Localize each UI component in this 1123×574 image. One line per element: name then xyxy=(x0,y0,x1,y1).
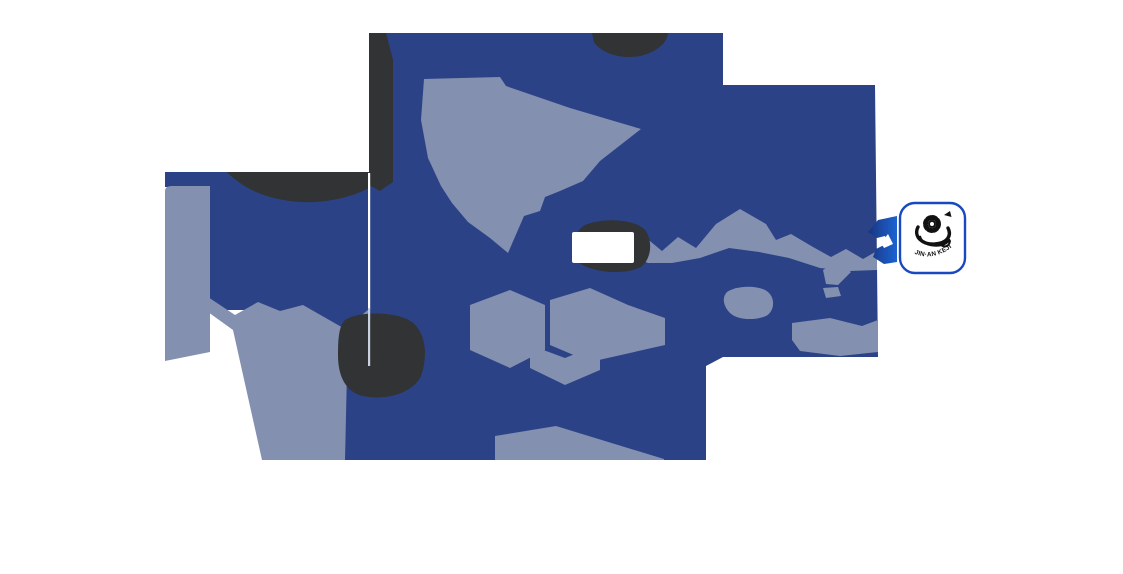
gear-swirl-logo-icon xyxy=(915,211,952,248)
badge-background[interactable] xyxy=(898,201,967,275)
seam-line-fade xyxy=(368,308,371,366)
shadow-left-band xyxy=(227,172,369,203)
map-region-gray-small-right xyxy=(823,287,841,298)
map-region-gray-diamond xyxy=(823,261,851,285)
map-region-navy-left-lobe xyxy=(165,172,369,338)
shadow-vertical-band xyxy=(369,33,393,191)
location-marker[interactable] xyxy=(868,216,897,264)
white-highlight-rect xyxy=(572,232,634,263)
map-region-gray-blob-right-a xyxy=(723,286,774,320)
map-region-gray-column xyxy=(165,186,210,361)
map-region-gray-chevron-band xyxy=(208,297,369,460)
shadow-top-blob xyxy=(592,33,668,58)
location-marker-notch xyxy=(881,234,893,248)
map-region-gray-hex-c xyxy=(530,344,600,385)
company-logo-badge[interactable]: JIN·AN KEJI xyxy=(898,201,967,275)
map-region-gray-big-arrow xyxy=(421,77,641,253)
map-region-gray-hex-a xyxy=(470,290,545,368)
shadow-bottom-blob xyxy=(338,313,425,398)
map-shapes-layer xyxy=(165,33,897,460)
map-region-gray-blob-right-b xyxy=(792,318,878,356)
map-region-gray-bottom-wedge xyxy=(495,426,664,460)
map-region-gray-chain xyxy=(630,209,877,271)
map-region-gray-hex-b xyxy=(550,288,665,362)
seam-line xyxy=(368,173,371,309)
